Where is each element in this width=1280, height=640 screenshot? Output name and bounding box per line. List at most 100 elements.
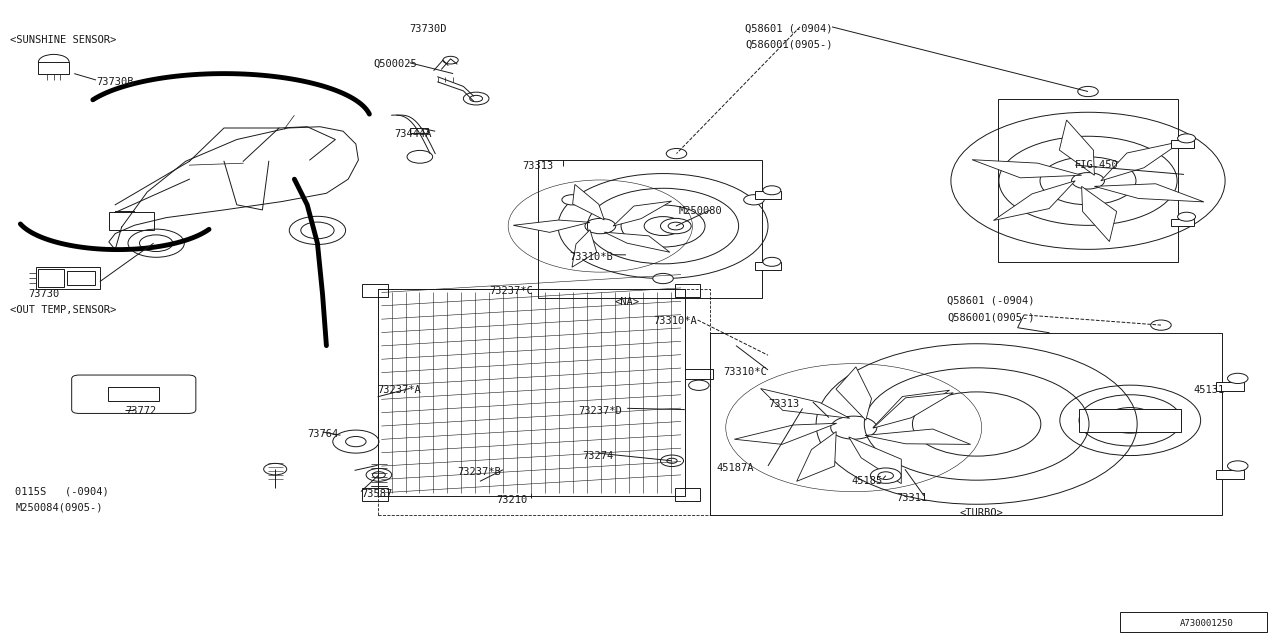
Text: 73311: 73311 [896, 493, 927, 503]
Text: 73210: 73210 [497, 495, 527, 506]
Circle shape [1178, 212, 1196, 221]
Circle shape [763, 257, 781, 266]
Polygon shape [760, 388, 850, 419]
Text: Q586001(0905-): Q586001(0905-) [745, 40, 832, 50]
Polygon shape [972, 160, 1082, 178]
Text: 45185: 45185 [851, 476, 882, 486]
Text: 73764: 73764 [307, 429, 338, 439]
Circle shape [407, 150, 433, 163]
Circle shape [264, 463, 287, 475]
Bar [362, 284, 388, 297]
Text: 73237*C: 73237*C [489, 286, 532, 296]
Polygon shape [1060, 120, 1094, 175]
Polygon shape [1094, 184, 1204, 202]
Text: <OUT TEMP,SENSOR>: <OUT TEMP,SENSOR> [10, 305, 116, 316]
Text: 73310*A: 73310*A [653, 316, 696, 326]
Bar [36, 267, 100, 289]
Circle shape [1178, 134, 1196, 143]
Bar [38, 269, 64, 287]
Circle shape [562, 195, 582, 205]
Text: FIG.450: FIG.450 [1075, 160, 1119, 170]
Bar [1120, 612, 1267, 632]
Bar [108, 387, 159, 401]
Text: 73274: 73274 [582, 451, 613, 461]
Polygon shape [993, 180, 1075, 220]
Text: 73310*B: 73310*B [570, 252, 613, 262]
Circle shape [1228, 461, 1248, 471]
Polygon shape [604, 232, 669, 252]
Text: 73310*C: 73310*C [723, 367, 767, 378]
Bar [1171, 141, 1194, 148]
Text: 45187A: 45187A [717, 463, 754, 474]
Circle shape [667, 148, 687, 159]
Polygon shape [572, 184, 604, 220]
Bar [538, 160, 762, 298]
Circle shape [763, 186, 781, 195]
Text: 73313: 73313 [522, 161, 553, 172]
Bar [755, 262, 781, 270]
Circle shape [870, 468, 901, 483]
Polygon shape [513, 220, 590, 232]
Text: 73313: 73313 [768, 399, 799, 410]
Bar [675, 284, 700, 297]
Polygon shape [1101, 141, 1183, 180]
Text: M250084(0905-): M250084(0905-) [15, 502, 102, 513]
Circle shape [660, 455, 684, 467]
Bar [1216, 382, 1244, 391]
Polygon shape [873, 393, 954, 428]
Bar [109, 212, 154, 230]
Text: M250080: M250080 [678, 206, 722, 216]
Circle shape [366, 468, 392, 481]
Bar [685, 369, 713, 379]
Circle shape [333, 430, 379, 453]
Polygon shape [735, 423, 837, 444]
Circle shape [653, 273, 673, 284]
Polygon shape [796, 431, 836, 481]
Polygon shape [865, 429, 970, 444]
Text: 73730D: 73730D [410, 24, 447, 34]
Circle shape [689, 380, 709, 390]
Polygon shape [873, 390, 950, 428]
Text: A730001250: A730001250 [1180, 620, 1234, 628]
Bar [362, 488, 388, 501]
Circle shape [744, 195, 764, 205]
Circle shape [660, 218, 691, 234]
Text: Q586001(0905-): Q586001(0905-) [947, 312, 1034, 323]
Text: <SUNSHINE SENSOR>: <SUNSHINE SENSOR> [10, 35, 116, 45]
Text: 73237*B: 73237*B [457, 467, 500, 477]
Text: <NA>: <NA> [614, 297, 640, 307]
Bar [710, 333, 1222, 515]
Text: 73587: 73587 [361, 489, 392, 499]
Bar [1079, 409, 1181, 432]
Text: 73772: 73772 [125, 406, 156, 416]
Circle shape [463, 92, 489, 105]
Text: 73237*A: 73237*A [378, 385, 421, 396]
Text: Q58601 (-0904): Q58601 (-0904) [745, 23, 832, 33]
Circle shape [1151, 320, 1171, 330]
Bar [38, 62, 69, 74]
Bar [410, 128, 428, 133]
Text: 73444A: 73444A [394, 129, 431, 140]
Circle shape [1078, 86, 1098, 97]
Text: Q500025: Q500025 [374, 59, 417, 69]
Text: Q58601 (-0904): Q58601 (-0904) [947, 296, 1034, 306]
Circle shape [443, 56, 458, 64]
Circle shape [38, 54, 69, 70]
Circle shape [1228, 373, 1248, 383]
Polygon shape [836, 367, 872, 420]
Text: 73730: 73730 [28, 289, 59, 300]
Bar [1216, 470, 1244, 479]
Text: 45131: 45131 [1193, 385, 1224, 396]
Polygon shape [1082, 186, 1116, 241]
Text: 73730B: 73730B [96, 77, 133, 87]
Text: 73237*D: 73237*D [579, 406, 622, 416]
Bar [755, 191, 781, 198]
Polygon shape [572, 230, 596, 267]
Bar [1171, 219, 1194, 227]
Text: <TURBO>: <TURBO> [960, 508, 1004, 518]
Polygon shape [849, 437, 901, 484]
Polygon shape [613, 201, 672, 226]
Bar [675, 488, 700, 501]
Text: 0115S   (-0904): 0115S (-0904) [15, 486, 109, 497]
Bar [67, 271, 95, 285]
